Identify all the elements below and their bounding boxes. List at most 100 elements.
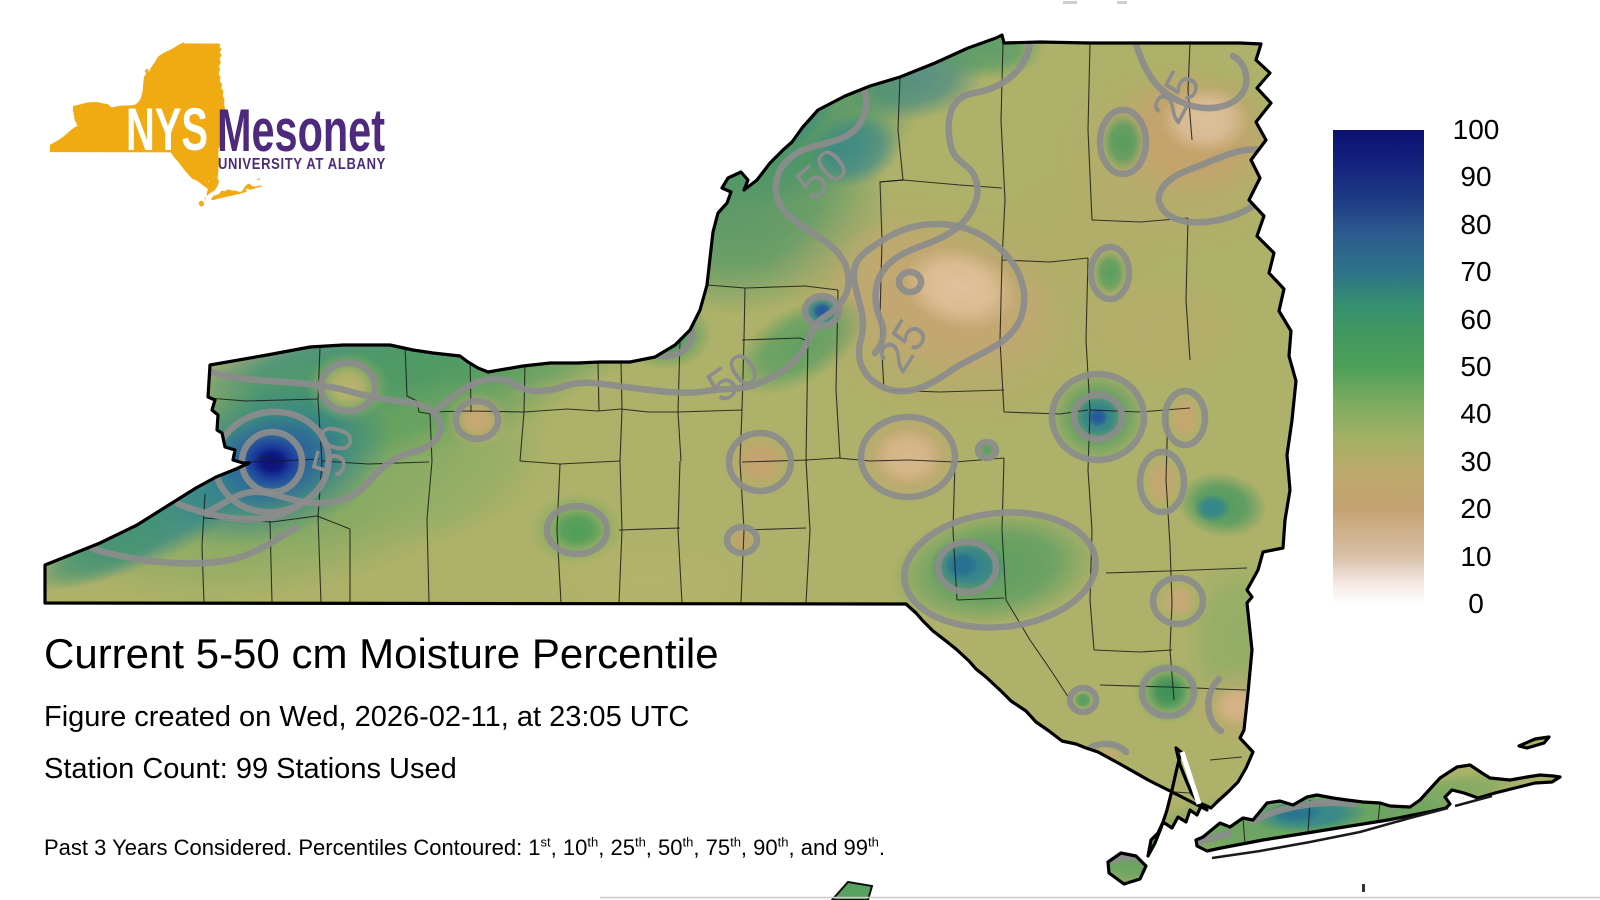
moisture-blob: [1213, 685, 1261, 727]
contour-line: [201, 366, 444, 515]
small-island-tick: [1362, 884, 1365, 892]
county-line: [1003, 409, 1089, 415]
contour-line: [857, 413, 959, 501]
county-line: [618, 527, 681, 531]
moisture-blob: [1194, 494, 1230, 522]
contour-line: [1249, 799, 1358, 825]
colorbar-tick-label: 70: [1460, 256, 1492, 288]
cropped-top-artifact: [1117, 1, 1127, 4]
colorbar-tick-label: 40: [1460, 398, 1492, 430]
moisture-blob: [808, 112, 902, 188]
colorbar-tick-label: 80: [1460, 208, 1492, 240]
station-count: Station Count: 99 Stations Used: [44, 753, 457, 785]
county-line: [1377, 802, 1381, 823]
contour-line: [850, 220, 1028, 395]
county-line: [1085, 257, 1091, 411]
contour-line: [974, 438, 1000, 462]
county-line: [1001, 457, 1007, 601]
contour-line: [1066, 684, 1100, 716]
logo-nys-text: NYS: [126, 96, 208, 163]
county-line: [879, 179, 1003, 189]
county-line: [321, 460, 430, 465]
moisture-blob: [903, 246, 1017, 330]
contour-line: [1048, 370, 1148, 464]
contour-line: [430, 82, 870, 417]
contour-line: [1149, 574, 1207, 628]
county-line: [677, 409, 743, 413]
contour-line: [1205, 675, 1225, 735]
page-title: Current 5-50 cm Moisture Percentile: [44, 630, 719, 677]
moisture-blob: [1101, 112, 1145, 172]
moisture-blob: [729, 528, 755, 552]
moisture-blob: [656, 325, 676, 343]
county-line: [269, 520, 273, 604]
contour-line: [901, 509, 1099, 631]
colorbar-tick-label: 90: [1460, 161, 1492, 193]
ordinal-suffix: th: [777, 834, 789, 850]
county-line: [835, 289, 841, 459]
colorbar-tick-label: 60: [1460, 303, 1492, 335]
ordinal-suffix: st: [540, 834, 551, 850]
county-line: [741, 459, 809, 463]
contour-line: [452, 397, 502, 443]
contour-line: [1388, 783, 1417, 811]
county-line: [1005, 599, 1079, 713]
contour-line: [1132, 40, 1250, 112]
county-line: [677, 460, 683, 604]
county-line: [1187, 42, 1193, 141]
contour-line: [871, 40, 1034, 357]
contour-line: [649, 318, 683, 350]
logo-brand-text: Mesonet: [217, 97, 385, 164]
barrier-island-line: [1211, 806, 1449, 860]
contour-line: [723, 523, 761, 557]
county-line: [952, 461, 958, 601]
colorbar-tick-label: 50: [1460, 351, 1492, 382]
county-line: [1001, 257, 1089, 263]
logo: NYS Mesonet UNIVERSITY AT ALBANY: [50, 42, 385, 207]
created-timestamp: Figure created on Wed, 2026-02-11, at 23…: [44, 701, 690, 733]
moisture-blob: [1093, 250, 1127, 296]
moisture-blob: [1169, 395, 1201, 441]
contour-line: [1087, 243, 1133, 303]
contour-line: [1161, 387, 1209, 449]
colorbar-tick-label: 0: [1468, 588, 1484, 619]
contour-line: [801, 292, 843, 330]
county-line: [1242, 817, 1246, 845]
moisture-blob: [925, 35, 1045, 80]
contour-line: [1070, 391, 1126, 443]
cropped-top-artifact: [1063, 1, 1077, 4]
contour-line: [543, 502, 611, 558]
moisture-blob: [873, 428, 943, 486]
contour-line: [174, 500, 303, 523]
moisture-blob: [458, 404, 496, 436]
ordinal-suffix: th: [634, 834, 646, 850]
hudson-river-gap: [1179, 751, 1202, 805]
contour-line: [1136, 448, 1188, 516]
county-line: [956, 597, 1005, 601]
moisture-blob: [323, 365, 373, 409]
moisture-blob: [1088, 407, 1108, 427]
colorbar-tick-label: 10: [1460, 540, 1492, 572]
contour-line: [1138, 664, 1198, 720]
county-line: [805, 337, 811, 604]
colorbar-tick-label: 30: [1460, 445, 1492, 477]
county-line: [1105, 567, 1248, 574]
county-line: [744, 285, 839, 291]
colorbar: [1333, 130, 1424, 604]
colorbar-tick-label: 100: [1452, 114, 1500, 145]
county-line: [556, 463, 562, 604]
county-line: [1089, 407, 1191, 413]
moisture-blob: [945, 551, 979, 579]
contour-line: [1155, 146, 1273, 226]
moisture-blob: [1160, 584, 1196, 618]
contour-line: [725, 429, 795, 495]
footnote: Past 3 Years Considered. Percentiles Con…: [44, 834, 885, 860]
county-line: [706, 284, 746, 411]
ordinal-suffix: th: [682, 834, 694, 850]
moisture-blob: [1144, 456, 1180, 508]
moisture-blob: [1148, 673, 1188, 711]
county-line: [1209, 756, 1243, 761]
county-line: [1185, 217, 1191, 361]
county-line: [426, 413, 433, 604]
